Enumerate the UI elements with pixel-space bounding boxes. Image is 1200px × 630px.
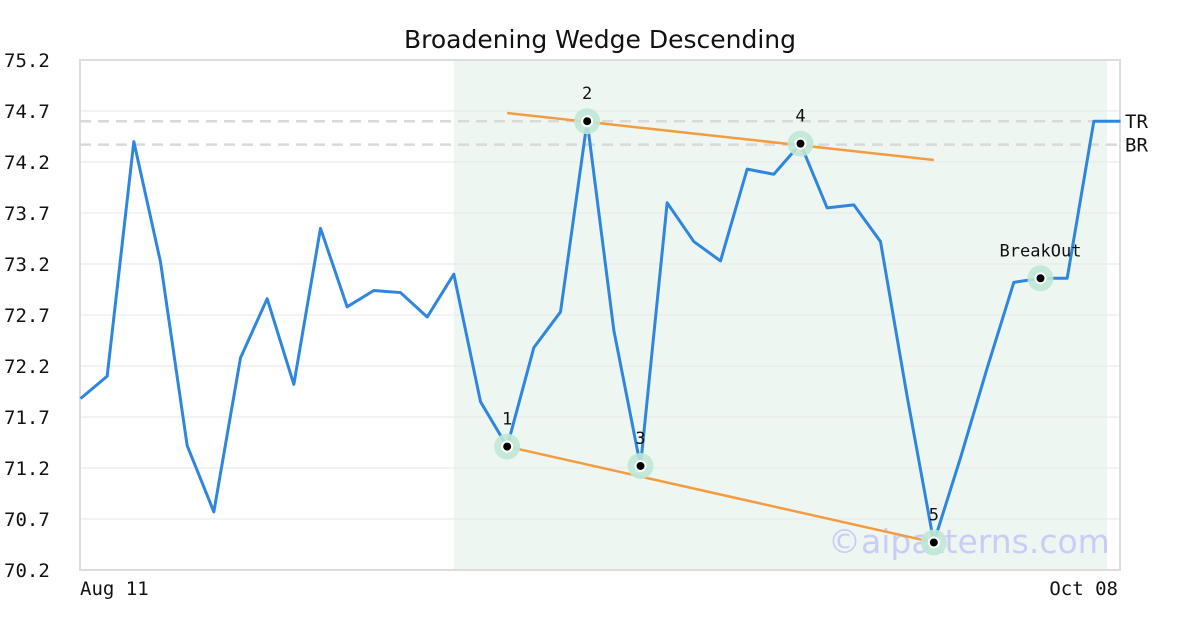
y-tick-label: 70.7: [4, 509, 50, 531]
breakout-point-label: BreakOut: [1000, 241, 1082, 261]
pattern-point-label: 2: [582, 84, 592, 104]
pattern-point-label: 4: [795, 107, 805, 127]
trend-line: [506, 445, 935, 544]
pattern-point-label: 3: [635, 429, 645, 449]
y-tick-label: 73.7: [4, 203, 50, 225]
pattern-point-label: 5: [929, 505, 939, 525]
y-tick-label: 74.2: [4, 152, 50, 174]
y-tick-label: 71.7: [4, 407, 50, 429]
reference-line-label: BR: [1125, 135, 1148, 157]
y-tick-label: 71.2: [4, 458, 50, 480]
chart-title: Broadening Wedge Descending: [404, 25, 796, 54]
y-tick-label: 72.7: [4, 305, 50, 327]
pattern-point-marker: [501, 440, 514, 453]
pattern-point-label: 1: [502, 410, 512, 430]
x-axis-ticks: Aug 11 Oct 08: [80, 578, 1118, 600]
y-tick-label: 75.2: [4, 50, 50, 72]
pattern-point-marker: [927, 536, 940, 549]
pattern-points: 1 2 3 4 5 BreakOut: [494, 84, 1082, 556]
x-tick-label: Oct 08: [1049, 578, 1118, 600]
x-tick-label: Aug 11: [80, 578, 149, 600]
y-tick-label: 70.2: [4, 560, 50, 582]
pattern-point-marker: [581, 115, 594, 128]
breakout-point-marker: [1034, 272, 1047, 285]
reference-line-label: TR: [1125, 111, 1148, 133]
y-tick-label: 74.7: [4, 101, 50, 123]
y-tick-label: 73.2: [4, 254, 50, 276]
pattern-point-marker: [634, 459, 647, 472]
plot-frame: [79, 59, 1121, 571]
y-axis-ticks: 70.2 70.7 71.2 71.7 72.2 72.7 73.2 73.7 74.2 74.7…: [4, 50, 50, 582]
y-tick-label: 72.2: [4, 356, 50, 378]
price-line: [79, 119, 1121, 544]
pattern-point-marker: [794, 137, 807, 150]
